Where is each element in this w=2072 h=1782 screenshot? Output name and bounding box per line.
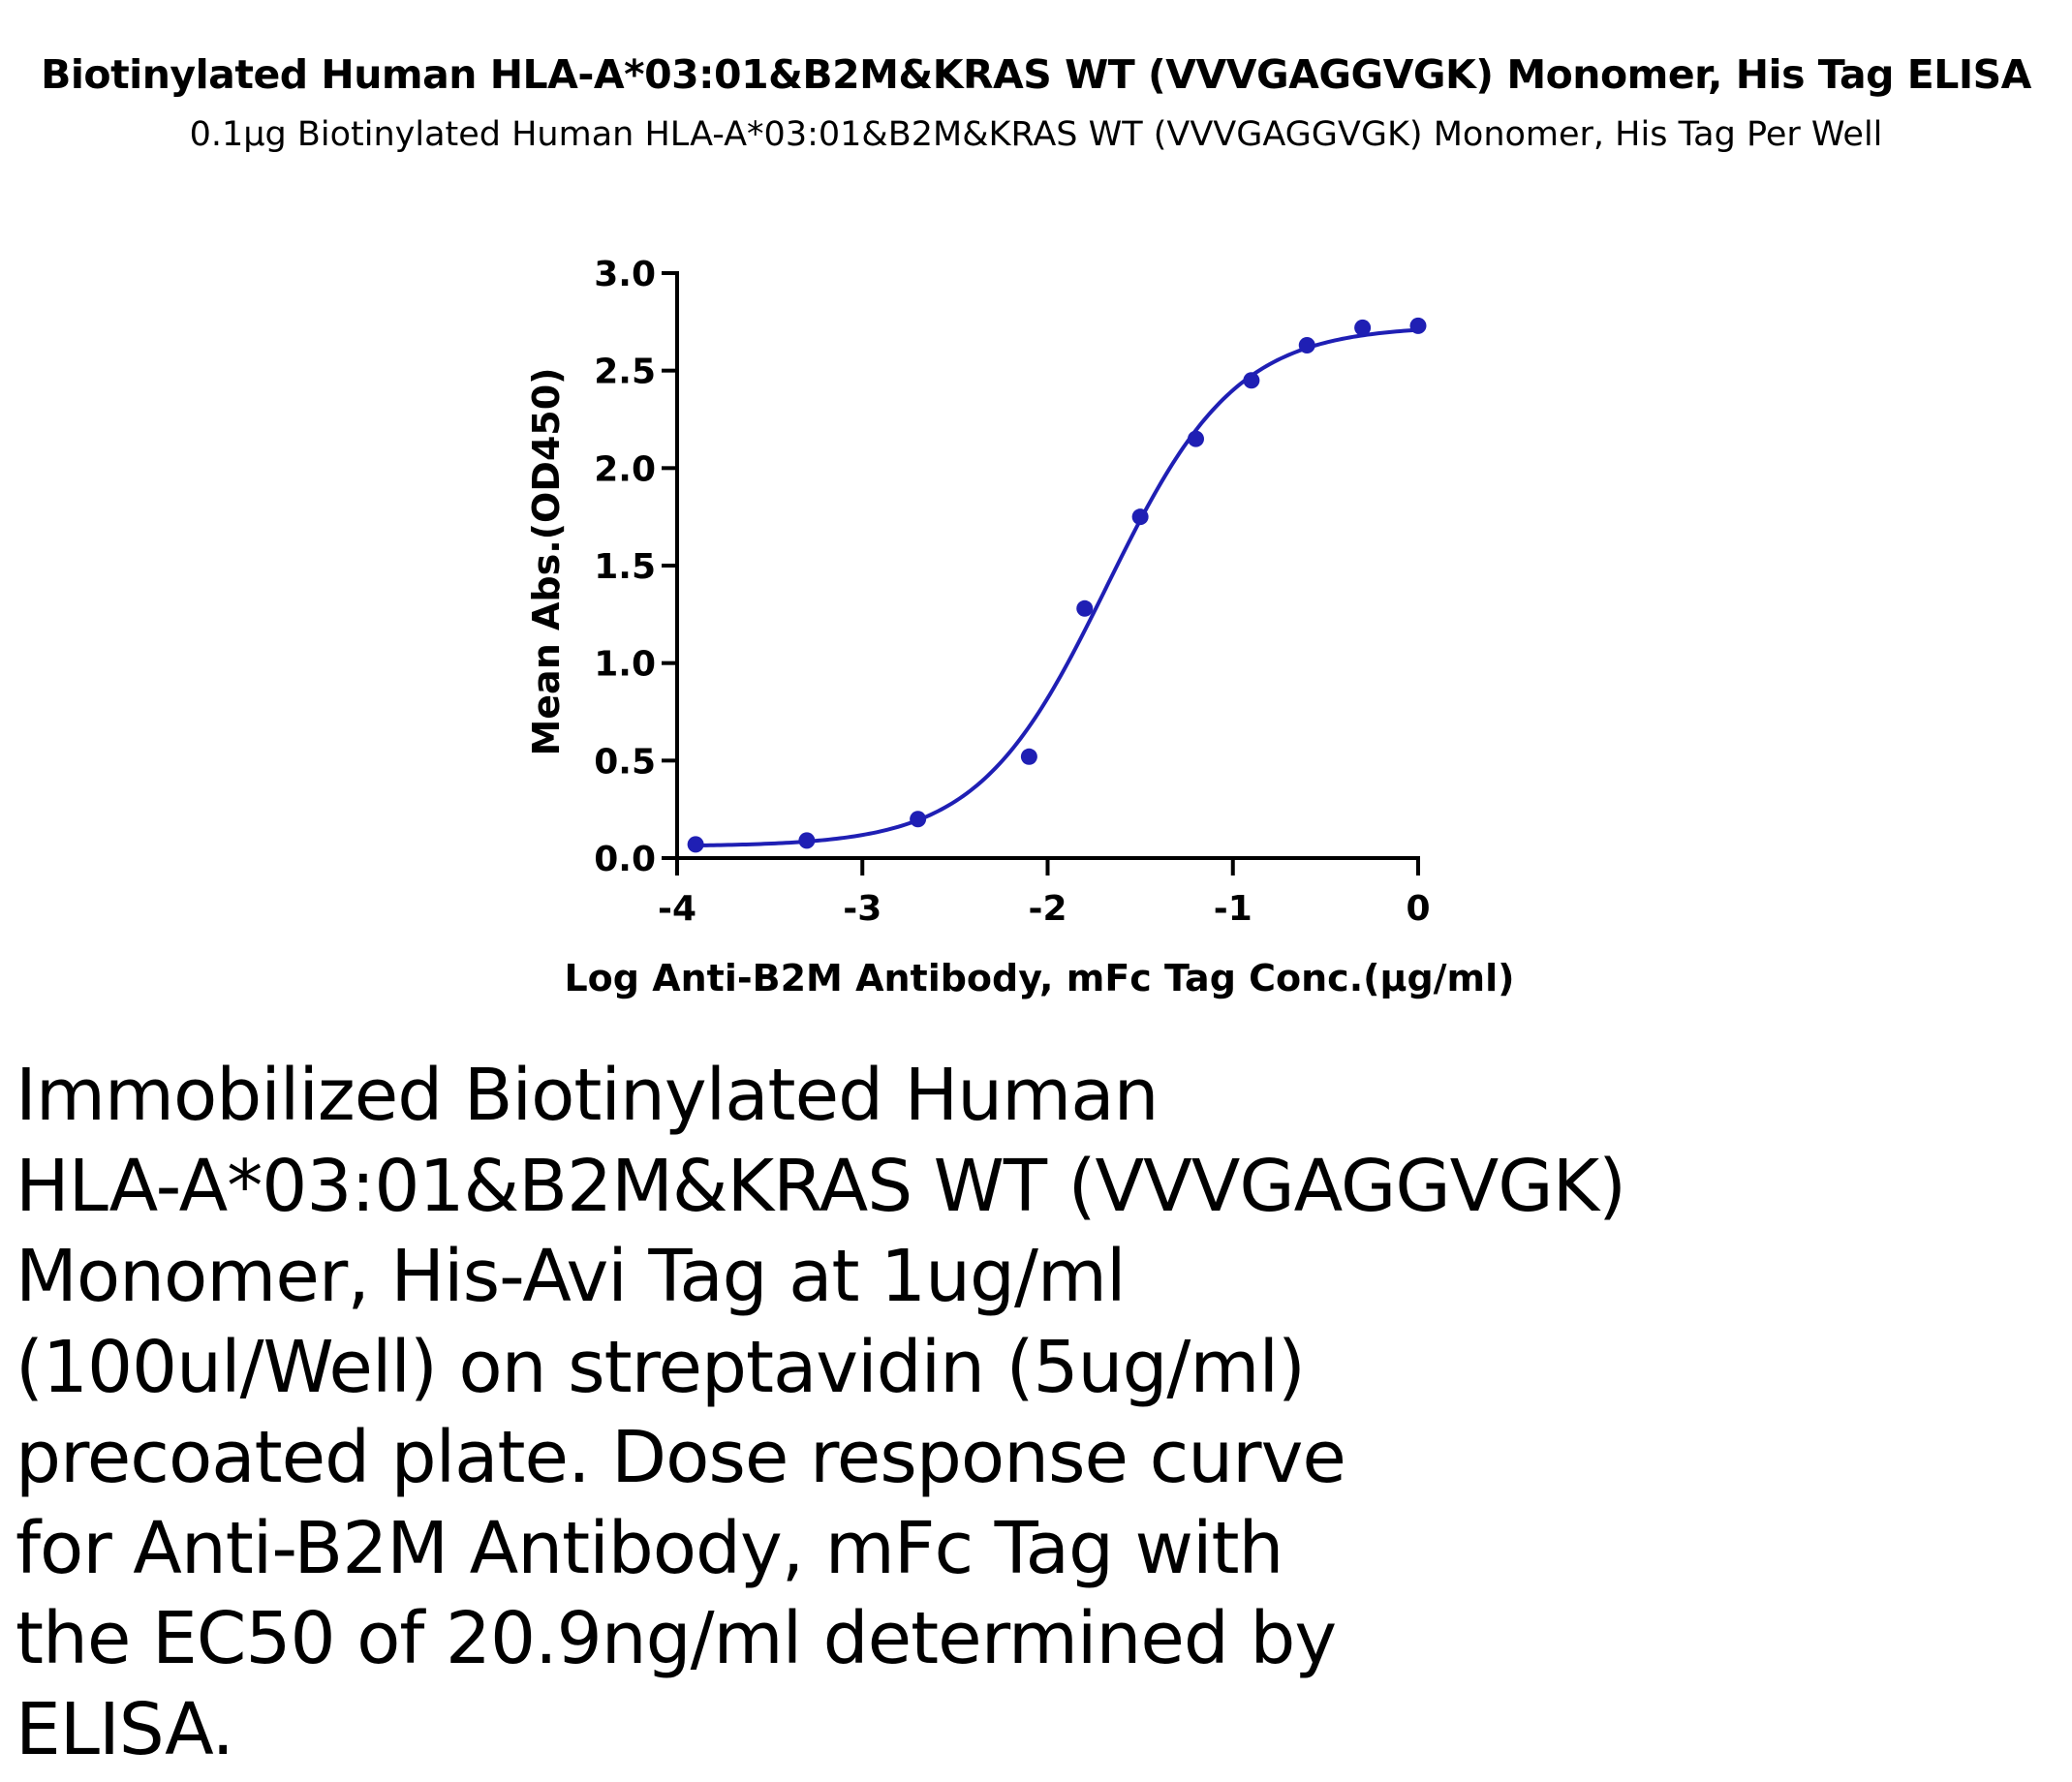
caption-line: precoated plate. Dose response curve [15,1416,1346,1499]
data-point [1243,372,1260,389]
data-point [1131,508,1149,526]
elisa-dose-response-chart: 0.0 0.5 1.0 1.5 2.0 2.5 3.0 -4 -3 -2 -1 0 Log Anti-… [525,255,1515,999]
x-tick-label: -4 [658,889,696,929]
data-point [687,836,704,853]
y-tick-label: 1.0 [594,645,656,685]
x-tick-label: -3 [843,889,881,929]
caption-line: ELISA. [15,1687,234,1771]
data-points-group [687,317,1427,853]
y-tick-label: 0.5 [594,742,656,782]
caption-line: Monomer, His-Avi Tag at 1ug/ml [15,1235,1127,1318]
x-tick-label: -1 [1214,889,1252,929]
data-point [1298,336,1315,353]
chart-title: Biotinylated Human HLA-A*03:01&B2M&KRAS … [41,51,2031,98]
y-tick-label: 0.0 [594,840,656,879]
data-point [1409,317,1427,334]
caption-line: Immobilized Biotinylated Human [15,1054,1159,1137]
data-point [798,832,816,849]
caption: Immobilized Biotinylated Human HLA-A*03:… [15,1051,1778,1775]
y-tick-label: 2.0 [594,449,656,489]
caption-line: (100ul/Well) on streptavidin (5ug/ml) [15,1325,1306,1409]
x-tick-label: -2 [1029,889,1067,929]
chart-subtitle: 0.1μg Biotinylated Human HLA-A*03:01&B2M… [189,115,1883,154]
caption-line: the EC50 of 20.9ng/ml determined by [15,1597,1337,1680]
data-point [1188,430,1204,447]
data-point [1354,319,1372,336]
data-point [1020,748,1037,765]
caption-line: HLA-A*03:01&B2M&KRAS WT (VVVGAGGVGK) [15,1144,1626,1228]
fit-curve [696,327,1419,848]
data-point [910,811,927,828]
caption-line: for Anti-B2M Antibody, mFc Tag with [15,1506,1283,1590]
fit-curve-group [696,327,1419,848]
x-axis-label: Log Anti-B2M Antibody, mFc Tag Conc.(μg/… [564,957,1514,999]
y-tick-label: 3.0 [594,255,656,294]
chart-axes: 0.0 0.5 1.0 1.5 2.0 2.5 3.0 -4 -3 -2 -1 0 [594,255,1430,929]
x-tick-label: 0 [1406,889,1430,929]
y-tick-label: 1.5 [594,547,656,587]
y-tick-label: 2.5 [594,353,656,392]
y-axis-label: Mean Abs.(OD450) [525,367,568,755]
data-point [1076,599,1094,617]
